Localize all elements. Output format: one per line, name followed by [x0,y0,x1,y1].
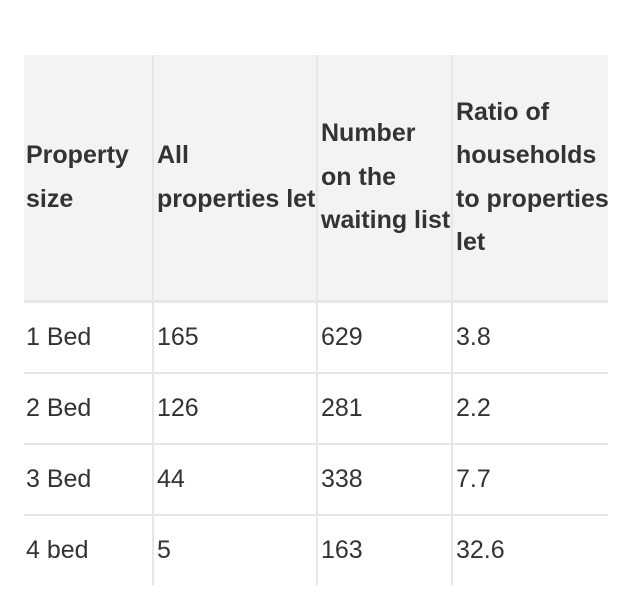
data-table-container: Property size All properties let Number … [24,55,608,585]
cell-ratio: 3.8 [452,301,608,374]
header-ratio: Ratio of households to properties let [452,55,608,303]
cell-waiting-list: 163 [317,515,453,585]
cell-property-size: 2 Bed [24,373,154,445]
header-waiting-list: Number on the waiting list [317,55,453,303]
header-ratio-label: Ratio of households to properties let [456,97,608,257]
cell-all-properties-let: 126 [153,373,318,445]
header-property-size: Property size [24,55,154,303]
cell-waiting-list: 338 [317,444,453,516]
cell-ratio: 7.7 [452,444,608,516]
cell-property-size: 3 Bed [24,444,154,516]
cell-waiting-list: 281 [317,373,453,445]
table-row: 4 bed 5 163 32.6 [24,515,608,585]
cell-all-properties-let: 165 [153,301,318,374]
table-row: 1 Bed 165 629 3.8 [24,301,608,374]
table-header: Property size All properties let Number … [24,55,608,303]
table-body: 1 Bed 165 629 3.8 2 Bed 126 281 2.2 3 Be… [24,301,608,585]
cell-ratio: 2.2 [452,373,608,445]
table-row: 2 Bed 126 281 2.2 [24,373,608,445]
cell-all-properties-let: 44 [153,444,318,516]
cell-all-properties-let: 5 [153,515,318,585]
table-row: 3 Bed 44 338 7.7 [24,444,608,516]
header-property-size-label: Property size [26,141,129,213]
header-row: Property size All properties let Number … [24,55,608,303]
cell-waiting-list: 629 [317,301,453,374]
cell-property-size: 1 Bed [24,301,154,374]
header-all-properties-let-label: All properties let [157,141,316,213]
header-all-properties-let: All properties let [153,55,318,303]
housing-ratio-table: Property size All properties let Number … [24,55,608,585]
cell-property-size: 4 bed [24,515,154,585]
header-waiting-list-label: Number on the waiting list [321,119,451,235]
cell-ratio: 32.6 [452,515,608,585]
